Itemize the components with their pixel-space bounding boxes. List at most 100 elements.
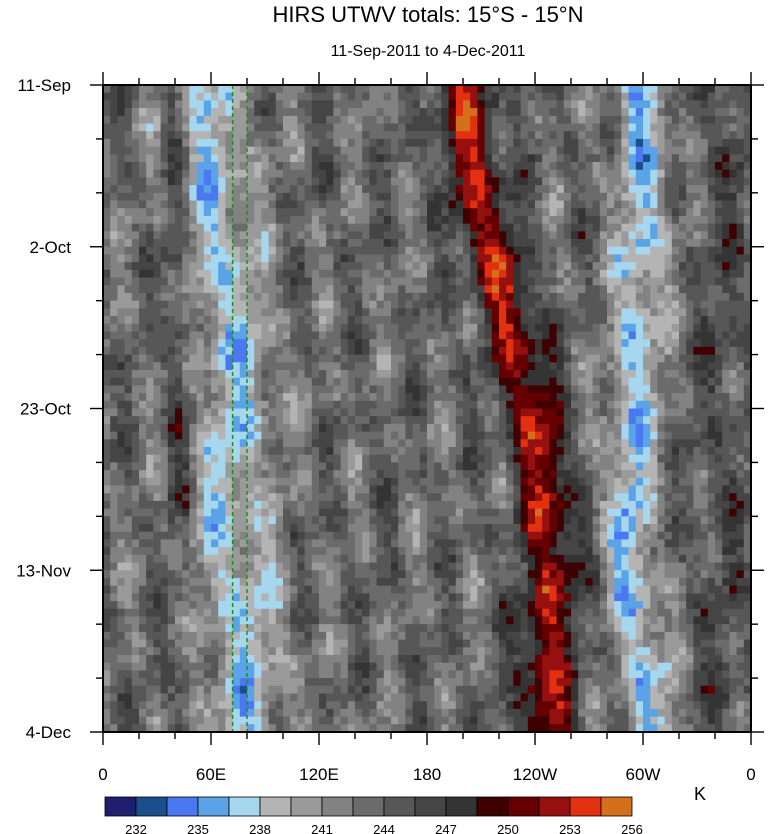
heatmap-cell (124, 308, 133, 317)
heatmap-cell (232, 300, 241, 309)
heatmap-cell (542, 423, 550, 433)
heatmap-cell (117, 92, 126, 101)
heatmap-cell (326, 239, 334, 248)
heatmap-cell (585, 362, 594, 371)
heatmap-cell (412, 123, 421, 132)
heatmap-cell (657, 100, 666, 109)
heatmap-cell (117, 493, 126, 502)
heatmap-cell (189, 462, 198, 471)
heatmap-cell (715, 169, 723, 179)
heatmap-cell (419, 470, 428, 479)
heatmap-cell (326, 354, 334, 363)
heatmap-cell (383, 215, 392, 225)
heatmap-cell (599, 477, 608, 487)
heatmap-cell (232, 447, 241, 456)
heatmap-cell (139, 154, 147, 163)
heatmap-cell (153, 377, 162, 386)
heatmap-cell (585, 431, 594, 440)
heatmap-cell (434, 346, 442, 356)
heatmap-cell (391, 246, 399, 256)
heatmap-cell (419, 146, 428, 155)
heatmap-cell (311, 169, 320, 179)
heatmap-cell (283, 462, 291, 471)
heatmap-cell (203, 362, 212, 371)
heatmap-cell (448, 500, 457, 510)
heatmap-cell (686, 462, 694, 471)
heatmap-cell (427, 169, 435, 179)
heatmap-cell (513, 231, 522, 240)
heatmap-cell (455, 239, 464, 248)
heatmap-cell (499, 269, 507, 279)
heatmap-cell (578, 447, 586, 456)
heatmap-cell (297, 192, 306, 202)
heatmap-cell (268, 246, 277, 256)
heatmap-cell (527, 138, 536, 148)
heatmap-cell (319, 231, 327, 240)
heatmap-cell (650, 277, 658, 286)
heatmap-cell (679, 300, 687, 309)
heatmap-cell (484, 246, 493, 256)
heatmap-cell (160, 115, 169, 125)
heatmap-cell (153, 100, 162, 109)
heatmap-cell (340, 439, 349, 448)
heatmap-cell (297, 316, 306, 325)
heatmap-cell (398, 454, 406, 464)
heatmap-cell (247, 100, 255, 109)
heatmap-cell (290, 470, 298, 479)
heatmap-cell (383, 285, 392, 294)
heatmap-cell (556, 362, 565, 371)
heatmap-cell (700, 400, 709, 410)
heatmap-cell (585, 200, 594, 209)
heatmap-cell (160, 146, 169, 155)
heatmap-cell (427, 369, 435, 379)
heatmap-cell (736, 285, 745, 294)
heatmap-cell (693, 85, 702, 94)
heatmap-cell (427, 123, 435, 132)
heatmap-cell (391, 408, 399, 417)
heatmap-cell (225, 254, 234, 263)
heatmap-cell (146, 454, 154, 464)
heatmap-cell (679, 431, 687, 440)
heatmap-cell (455, 362, 464, 371)
heatmap-cell (391, 138, 399, 148)
heatmap-cell (182, 100, 190, 109)
heatmap-cell (628, 85, 637, 94)
heatmap-cell (549, 362, 558, 371)
heatmap-cell (398, 377, 406, 386)
heatmap-cell (175, 493, 183, 502)
heatmap-cell (693, 339, 702, 348)
heatmap-cell (182, 185, 190, 194)
heatmap-cell (347, 277, 356, 286)
heatmap-cell (527, 454, 536, 464)
heatmap-cell (319, 223, 327, 232)
heatmap-cell (211, 162, 219, 171)
heatmap-cell (542, 416, 550, 425)
heatmap-cell (700, 154, 709, 163)
heatmap-cell (117, 346, 126, 356)
heatmap-cell (549, 92, 558, 101)
heatmap-cell (340, 231, 349, 240)
heatmap-cell (427, 323, 435, 333)
heatmap-cell (139, 431, 147, 440)
heatmap-cell (340, 246, 349, 256)
heatmap-cell (664, 354, 673, 363)
heatmap-cell (506, 339, 514, 348)
heatmap-cell (203, 123, 212, 132)
heatmap-cell (729, 208, 738, 217)
heatmap-cell (103, 362, 111, 371)
heatmap-cell (427, 477, 435, 487)
heatmap-cell (340, 493, 349, 502)
heatmap-cell (362, 431, 370, 440)
heatmap-cell (283, 408, 291, 417)
heatmap-cell (506, 108, 514, 117)
heatmap-cell (232, 146, 241, 155)
heatmap-cell (607, 493, 615, 502)
heatmap-cell (283, 323, 291, 333)
heatmap-cell (463, 354, 471, 363)
heatmap-cell (340, 108, 349, 117)
heatmap-cell (167, 485, 176, 494)
heatmap-cell (419, 385, 428, 394)
heatmap-cell (131, 408, 140, 417)
heatmap-cell (499, 154, 507, 163)
heatmap-cell (383, 477, 392, 487)
